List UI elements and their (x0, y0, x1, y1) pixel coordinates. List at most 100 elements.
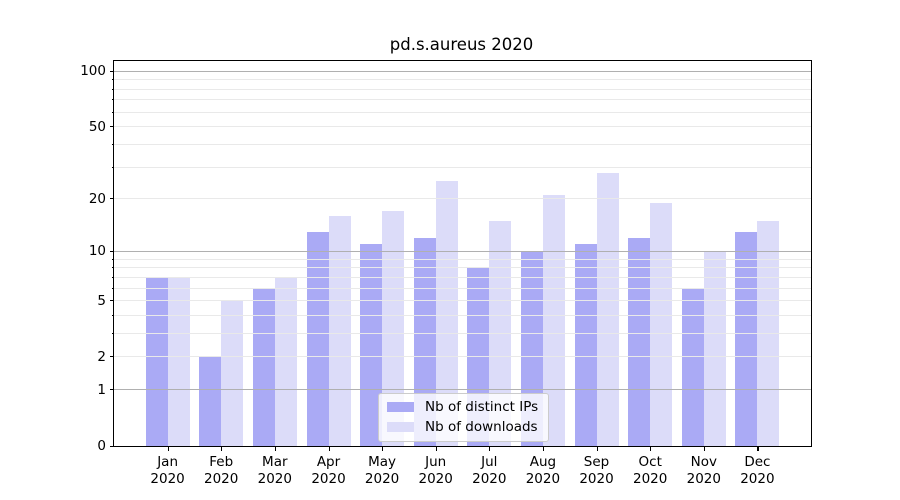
gridline-minor-60 (114, 111, 811, 113)
y-tick-minor-6 (111, 287, 114, 289)
x-tick-dec (757, 446, 759, 451)
bar-nb-of-downloads-oct (650, 202, 673, 446)
x-tick-sep (596, 446, 598, 451)
chart-title: pd.s.aureus 2020 (389, 35, 534, 54)
gridline-minor-20 (114, 198, 811, 200)
bar-nb-of-distinct-ips-oct (628, 237, 651, 446)
y-tick-minor-40 (111, 143, 114, 146)
gridline-minor-7 (114, 276, 811, 278)
gridline-minor-30 (114, 166, 811, 168)
bar-nb-of-downloads-jun (435, 181, 458, 446)
bar-nb-of-distinct-ips-may (360, 244, 383, 446)
gridline-minor-80 (114, 88, 811, 90)
y-tick-minor-30 (111, 166, 114, 168)
bar-nb-of-distinct-ips-dec (735, 231, 758, 446)
y-tick-label-10: 10 (88, 243, 106, 260)
gridline-minor-40 (114, 143, 811, 145)
x-tick-jun (435, 446, 437, 451)
gridline-major-10 (114, 250, 811, 252)
x-tick-label-may: May 2020 (364, 454, 400, 487)
bar-nb-of-distinct-ips-jan (145, 277, 168, 446)
y-tick-minor-80 (111, 88, 114, 90)
x-tick-mar (274, 446, 276, 451)
legend-item-distinct-ips: Nb of distinct IPs (387, 400, 538, 414)
x-tick-label-jan: Jan 2020 (150, 454, 185, 487)
x-tick-label-sep: Sep 2020 (579, 454, 614, 487)
y-tick-minor-70 (111, 99, 114, 101)
y-tick-100 (109, 70, 114, 72)
gridline-minor-4 (114, 314, 811, 316)
gridline-minor-6 (114, 287, 811, 289)
x-tick-label-aug: Aug 2020 (525, 454, 561, 487)
x-tick-nov (703, 446, 705, 451)
gridline-minor-5 (114, 300, 811, 301)
y-tick-label-1: 1 (97, 381, 106, 398)
gridline-minor-8 (114, 267, 811, 269)
plot-area: 0 1 2 5 10 20 50 100 Jan 2020 Feb 2020 Mar 2020 Apr… (80, 60, 812, 487)
bar-nb-of-downloads-mar (274, 277, 297, 446)
x-tick-label-nov: Nov 2020 (686, 454, 721, 487)
x-tick-label-dec: Dec 2020 (740, 454, 775, 487)
x-tick-aug (542, 446, 545, 451)
y-tick-10 (109, 250, 114, 252)
gridline-minor-9 (114, 258, 811, 260)
bar-nb-of-downloads-nov (703, 251, 726, 446)
bar-nb-of-distinct-ips-sep (574, 244, 597, 446)
gridline-minor-70 (114, 99, 811, 101)
y-tick-minor-7 (111, 276, 114, 278)
legend-swatch-downloads (387, 422, 414, 432)
y-tick-minor-9 (111, 258, 114, 260)
bar-nb-of-downloads-apr (328, 215, 351, 446)
y-tick-minor-4 (111, 314, 114, 316)
y-tick-label-100: 100 (80, 63, 106, 80)
y-tick-2 (109, 356, 114, 358)
bar-nb-of-downloads-jan (167, 277, 190, 446)
legend-item-downloads: Nb of downloads (387, 420, 538, 434)
y-tick-label-2: 2 (97, 348, 106, 365)
gridline-major-1 (114, 389, 811, 391)
y-tick-minor-90 (111, 79, 114, 81)
y-tick-20 (109, 198, 114, 200)
bar-nb-of-distinct-ips-nov (681, 288, 704, 446)
bar-nb-of-downloads-aug (542, 195, 565, 446)
y-tick-50 (109, 126, 114, 128)
x-tick-label-jul: Jul 2020 (472, 454, 507, 487)
x-tick-jan (167, 446, 169, 451)
x-tick-label-jun: Jun 2020 (418, 454, 453, 487)
legend-swatch-distinct-ips (387, 402, 414, 412)
y-tick-minor-8 (111, 267, 114, 269)
bar-nb-of-distinct-ips-feb (199, 356, 222, 446)
y-tick-label-50: 50 (88, 118, 106, 135)
y-tick-minor-60 (111, 111, 114, 113)
x-tick-feb (221, 446, 223, 451)
gridline-minor-50 (114, 126, 811, 128)
x-tick-label-feb: Feb 2020 (204, 454, 239, 487)
x-tick-jul (489, 446, 491, 451)
x-tick-may (382, 446, 384, 451)
bar-nb-of-downloads-feb (221, 300, 244, 446)
gridline-minor-2 (114, 356, 811, 358)
gridline-minor-3 (114, 332, 811, 334)
bar-nb-of-downloads-may (382, 211, 405, 446)
bar-nb-of-downloads-sep (596, 172, 619, 446)
x-tick-label-mar: Mar 2020 (257, 454, 292, 487)
y-tick-1 (109, 389, 114, 391)
legend-label-downloads: Nb of downloads (425, 419, 538, 435)
legend-label-distinct-ips: Nb of distinct IPs (425, 399, 539, 415)
y-tick-5 (109, 300, 114, 302)
gridline-major-100 (114, 70, 811, 72)
y-tick-label-5: 5 (97, 292, 106, 309)
bar-nb-of-distinct-ips-apr (306, 231, 329, 446)
x-tick-label-apr: Apr 2020 (311, 454, 346, 487)
legend: Nb of distinct IPs Nb of downloads (378, 393, 550, 442)
y-tick-label-20: 20 (88, 190, 106, 207)
x-tick-oct (650, 446, 652, 451)
x-tick-label-oct: Oct 2020 (633, 454, 668, 487)
y-tick-minor-3 (111, 332, 114, 335)
x-tick-apr (328, 446, 330, 451)
gridline-minor-90 (114, 79, 811, 81)
y-tick-0 (109, 445, 114, 447)
bar-nb-of-distinct-ips-mar (252, 288, 275, 446)
y-tick-label-0: 0 (97, 438, 106, 454)
